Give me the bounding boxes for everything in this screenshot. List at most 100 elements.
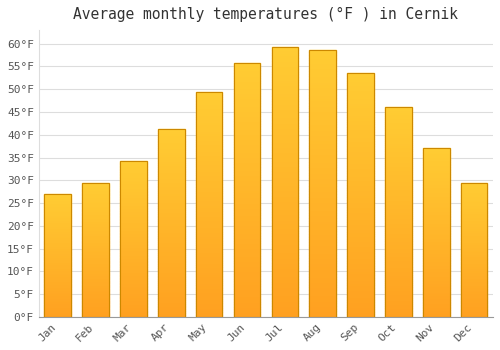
Bar	[234, 167, 260, 169]
Bar	[82, 190, 109, 191]
Bar	[272, 77, 298, 80]
Bar	[423, 216, 450, 217]
Bar	[272, 166, 298, 169]
Bar	[348, 297, 374, 300]
Bar	[423, 214, 450, 216]
Bar	[158, 219, 184, 221]
Bar	[82, 267, 109, 269]
Bar	[385, 135, 411, 137]
Bar	[310, 205, 336, 207]
Bar	[82, 274, 109, 275]
Bar	[461, 275, 487, 276]
Bar	[272, 295, 298, 298]
Bar	[82, 183, 109, 317]
Bar	[82, 242, 109, 244]
Bar	[120, 230, 146, 231]
Bar	[461, 283, 487, 285]
Bar	[44, 210, 71, 211]
Bar	[310, 82, 336, 84]
Bar	[272, 188, 298, 190]
Bar	[461, 239, 487, 240]
Bar	[234, 91, 260, 93]
Bar	[385, 145, 411, 147]
Bar	[310, 312, 336, 314]
Bar	[348, 248, 374, 251]
Bar	[310, 194, 336, 197]
Bar	[120, 164, 146, 166]
Bar	[461, 240, 487, 241]
Bar	[82, 293, 109, 294]
Bar	[423, 204, 450, 206]
Bar	[310, 151, 336, 154]
Bar	[44, 264, 71, 265]
Bar	[385, 114, 411, 116]
Bar	[272, 312, 298, 314]
Bar	[82, 302, 109, 303]
Bar	[234, 271, 260, 274]
Bar	[120, 295, 146, 296]
Bar	[272, 180, 298, 182]
Bar	[423, 238, 450, 239]
Bar	[423, 273, 450, 275]
Bar	[158, 232, 184, 234]
Bar	[82, 295, 109, 297]
Bar	[385, 292, 411, 294]
Bar	[234, 108, 260, 111]
Bar	[385, 306, 411, 308]
Bar	[348, 285, 374, 288]
Bar	[461, 273, 487, 274]
Bar	[423, 219, 450, 221]
Bar	[272, 74, 298, 77]
Bar	[461, 196, 487, 197]
Bar	[423, 152, 450, 153]
Bar	[158, 189, 184, 191]
Bar	[82, 256, 109, 257]
Bar	[423, 308, 450, 310]
Bar	[44, 233, 71, 235]
Bar	[310, 285, 336, 287]
Bar	[310, 298, 336, 301]
Bar	[461, 306, 487, 307]
Bar	[120, 240, 146, 242]
Bar	[348, 227, 374, 229]
Bar	[310, 146, 336, 148]
Bar	[272, 177, 298, 180]
Bar	[461, 255, 487, 257]
Bar	[196, 240, 222, 243]
Bar	[158, 302, 184, 304]
Bar	[158, 170, 184, 173]
Bar	[158, 255, 184, 257]
Bar	[423, 266, 450, 268]
Bar	[82, 285, 109, 286]
Bar	[82, 186, 109, 188]
Bar	[196, 236, 222, 238]
Bar	[234, 248, 260, 251]
Bar	[385, 225, 411, 227]
Bar	[385, 164, 411, 166]
Bar	[44, 198, 71, 199]
Bar	[461, 270, 487, 271]
Bar	[196, 158, 222, 160]
Bar	[82, 237, 109, 238]
Bar	[385, 176, 411, 178]
Bar	[310, 274, 336, 277]
Bar	[385, 199, 411, 202]
Bar	[310, 295, 336, 298]
Bar	[44, 246, 71, 247]
Bar	[82, 265, 109, 266]
Bar	[348, 273, 374, 275]
Bar	[310, 138, 336, 140]
Bar	[348, 302, 374, 304]
Bar	[82, 205, 109, 206]
Bar	[385, 239, 411, 241]
Bar	[348, 309, 374, 312]
Bar	[272, 228, 298, 231]
Bar	[310, 242, 336, 245]
Bar	[348, 166, 374, 168]
Bar	[423, 148, 450, 317]
Bar	[272, 126, 298, 128]
Bar	[461, 223, 487, 224]
Bar	[272, 225, 298, 228]
Bar	[461, 233, 487, 235]
Bar	[196, 310, 222, 312]
